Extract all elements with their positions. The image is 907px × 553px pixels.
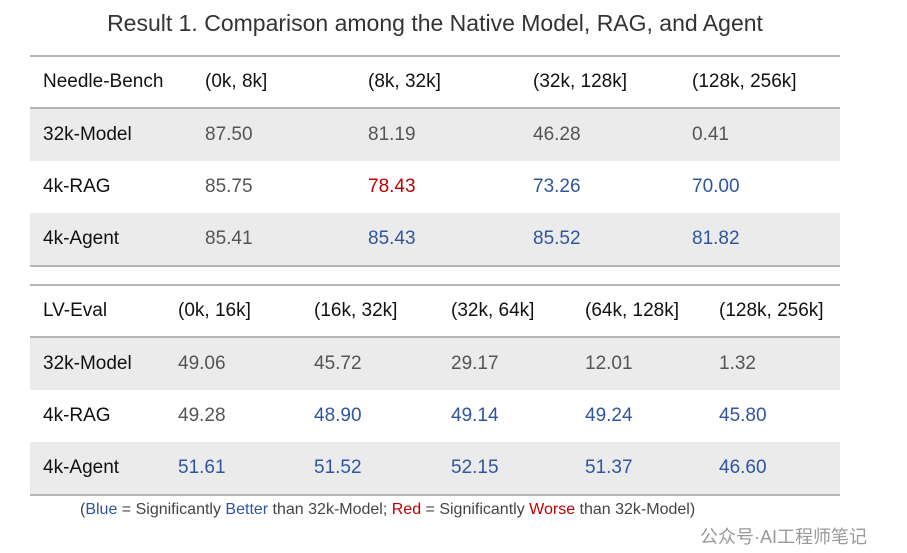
score-cell: 46.28 [533,124,581,145]
score-cell: 51.37 [585,457,633,478]
row-label: 4k-RAG [43,176,111,197]
footnote-text: = Significantly [117,501,226,518]
score-cell: 49.14 [451,405,499,426]
footnote-text: than 32k-Model; [268,501,392,518]
score-cell: 48.90 [314,405,362,426]
lv-eval-table: LV-Eval (0k, 16k] (16k, 32k] (32k, 64k] (64k… [30,284,840,496]
score-cell: 85.75 [205,176,253,197]
column-header: (16k, 32k] [314,300,398,321]
score-cell: 46.60 [719,457,767,478]
table-row: 32k-Model 49.06 45.72 29.17 12.01 1.32 [30,338,840,390]
footnote-red-label: Red [391,501,422,518]
column-header: (0k, 8k] [205,71,268,92]
row-label: 32k-Model [43,124,132,145]
score-cell: 51.52 [314,457,362,478]
table-row: 4k-RAG 49.28 48.90 49.14 49.24 45.80 [30,390,840,442]
column-header: (0k, 16k] [178,300,251,321]
footnote-worse: Worse [529,501,576,518]
row-label: 4k-Agent [43,457,120,478]
score-cell: 45.72 [314,353,362,374]
row-label: 4k-RAG [43,405,111,426]
table-row: 4k-RAG 85.75 78.43 73.26 70.00 [30,161,840,213]
page-title: Result 1. Comparison among the Native Mo… [107,10,763,36]
column-header: (128k, 256k] [692,71,797,92]
footnote-paren: ( [80,501,86,518]
footnote-text: than 32k-Model) [575,501,696,518]
row-label: 4k-Agent [43,228,120,249]
score-cell: 49.06 [178,353,226,374]
column-header: (8k, 32k] [368,71,441,92]
column-header: (64k, 128k] [585,300,679,321]
footnote-better: Better [225,501,269,518]
score-cell: 12.01 [585,353,633,374]
score-cell: 49.28 [178,405,226,426]
score-cell: 81.19 [368,124,416,145]
table-row: 32k-Model 87.50 81.19 46.28 0.41 [30,109,840,161]
column-header: (128k, 256k] [719,300,824,321]
score-cell: 49.24 [585,405,633,426]
score-cell: 85.41 [205,228,253,249]
footnote-text: = Significantly [421,501,530,518]
table-row: 4k-Agent 85.41 85.43 85.52 81.82 [30,213,840,265]
score-cell: 70.00 [692,176,740,197]
watermark: 公众号·AI工程师笔记 [700,527,868,547]
score-cell: 78.43 [368,176,416,197]
footnote: (Blue = Significantly Better than 32k-Mo… [80,500,695,520]
score-cell: 45.80 [719,405,767,426]
table-header-row: Needle-Bench (0k, 8k] (8k, 32k] (32k, 128k]… [30,57,840,109]
score-cell: 1.32 [719,353,756,374]
score-cell: 0.41 [692,124,729,145]
score-cell: 85.43 [368,228,416,249]
score-cell: 29.17 [451,353,499,374]
table-header-row: LV-Eval (0k, 16k] (16k, 32k] (32k, 64k] (64k… [30,286,840,338]
footnote-blue-label: Blue [85,501,118,518]
column-header: (32k, 64k] [451,300,535,321]
row-label: 32k-Model [43,353,132,374]
score-cell: 52.15 [451,457,499,478]
score-cell: 85.52 [533,228,581,249]
benchmark-name: Needle-Bench [43,71,164,92]
score-cell: 81.82 [692,228,740,249]
needle-bench-table: Needle-Bench (0k, 8k] (8k, 32k] (32k, 128k]… [30,55,840,267]
score-cell: 51.61 [178,457,226,478]
score-cell: 73.26 [533,176,581,197]
table-row: 4k-Agent 51.61 51.52 52.15 51.37 46.60 [30,442,840,494]
score-cell: 87.50 [205,124,253,145]
benchmark-name: LV-Eval [43,300,108,321]
column-header: (32k, 128k] [533,71,627,92]
